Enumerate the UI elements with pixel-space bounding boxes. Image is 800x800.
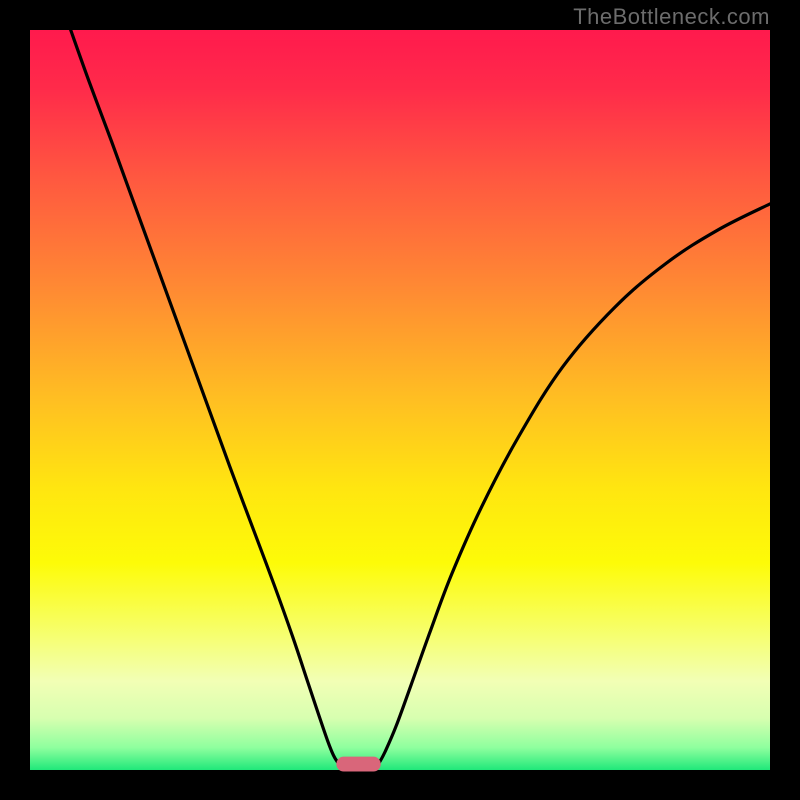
bottleneck-curve-chart	[0, 0, 800, 800]
gradient-background	[30, 30, 770, 770]
bottleneck-pill	[336, 757, 380, 772]
chart-frame	[0, 0, 800, 800]
watermark-text: TheBottleneck.com	[573, 4, 770, 30]
